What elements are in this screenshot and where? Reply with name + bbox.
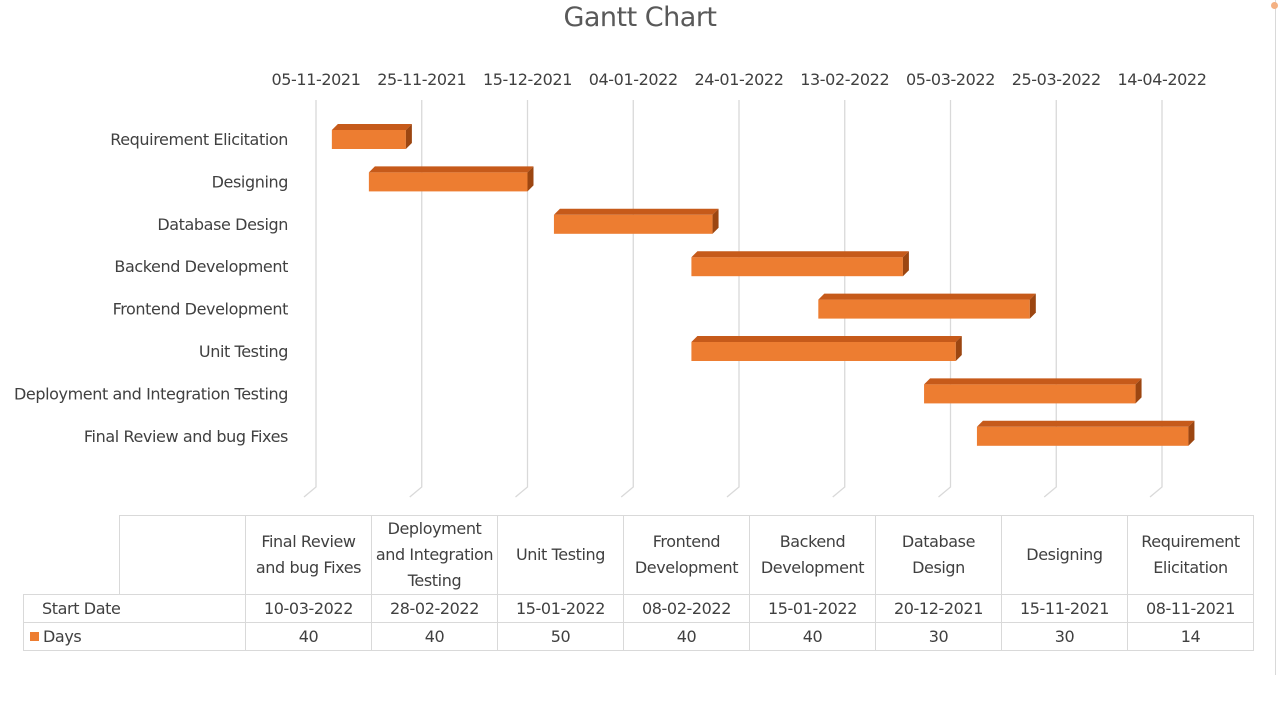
column-header: Frontend Development	[623, 515, 750, 595]
gridline	[726, 100, 740, 498]
task-bar	[924, 378, 1142, 404]
chart-border	[1275, 0, 1276, 675]
x-tick-label: 24-01-2022	[695, 70, 784, 89]
task-label: Database Design	[157, 215, 288, 234]
task-bar	[331, 124, 412, 149]
x-axis-tick-labels: 05-11-2021 25-11-2021 15-12-2021 04-01-2022…	[272, 70, 1207, 89]
task-bar-front	[976, 426, 1189, 446]
task-bar-top	[924, 378, 1142, 385]
x-tick-label: 15-12-2021	[483, 70, 572, 89]
data-table-corner-2	[119, 515, 246, 595]
task-label: Unit Testing	[199, 342, 288, 361]
data-table-corner	[23, 515, 120, 595]
x-tick-label: 04-01-2022	[589, 70, 678, 89]
x-tick-label: 14-04-2022	[1118, 70, 1207, 89]
task-bar-side	[1188, 420, 1195, 446]
table-cell: 15-01-2022	[749, 594, 876, 623]
gridline	[409, 100, 423, 498]
task-bar-top	[553, 208, 719, 215]
task-bar-front	[331, 130, 406, 149]
task-bar-front	[691, 342, 956, 361]
gantt-plot: 05-11-2021 25-11-2021 15-12-2021 04-01-2022…	[14, 70, 1207, 498]
column-header: Backend Development	[749, 515, 876, 595]
x-tick-label: 25-11-2021	[377, 70, 466, 89]
task-bar-top	[331, 124, 412, 130]
task-bar	[818, 293, 1036, 319]
task-label: Designing	[212, 172, 288, 191]
table-cell: 30	[1001, 622, 1128, 651]
x-tick-label: 05-03-2022	[906, 70, 995, 89]
data-table-header-row: Final Review and bug Fixes Deployment an…	[23, 515, 1254, 595]
task-bars	[331, 124, 1195, 446]
task-bar-side	[1029, 293, 1036, 319]
task-label: Backend Development	[114, 257, 288, 276]
data-table: Final Review and bug Fixes Deployment an…	[23, 515, 1254, 651]
column-header: Database Design	[875, 515, 1002, 595]
table-cell: 14	[1127, 622, 1254, 651]
column-header: Unit Testing	[497, 515, 624, 595]
table-cell: 40	[371, 622, 498, 651]
chart-title: Gantt Chart	[563, 2, 717, 33]
table-cell: 28-02-2022	[371, 594, 498, 623]
task-bar-top	[818, 293, 1036, 300]
task-label: Final Review and bug Fixes	[84, 427, 288, 446]
table-row-start-date: Start Date 10-03-2022 28-02-2022 15-01-2…	[23, 594, 1254, 623]
gridline	[1149, 100, 1163, 498]
column-header: Final Review and bug Fixes	[245, 515, 372, 595]
x-tick-label: 13-02-2022	[800, 70, 889, 89]
task-bar-top	[976, 420, 1195, 427]
column-header: Designing	[1001, 515, 1128, 595]
task-bar	[553, 208, 719, 234]
table-row-days: Days 40 40 50 40 40 30 30 14	[23, 622, 1254, 651]
gridline	[832, 100, 846, 498]
legend-key-days	[30, 632, 39, 641]
task-bar-front	[924, 384, 1136, 404]
column-header: Deployment and Integration Testing	[371, 515, 498, 595]
table-cell: 10-03-2022	[245, 594, 372, 623]
row-label-start-date: Start Date	[23, 594, 246, 623]
table-cell: 15-11-2021	[1001, 594, 1128, 623]
x-tick-label: 25-03-2022	[1012, 70, 1101, 89]
task-bar-side	[527, 166, 534, 192]
task-bar-top	[691, 336, 962, 342]
table-cell: 40	[749, 622, 876, 651]
table-cell: 08-02-2022	[623, 594, 750, 623]
selection-handle[interactable]	[1271, 2, 1278, 9]
task-bar-side	[712, 208, 719, 234]
task-bar-front	[553, 214, 713, 234]
gridline	[1043, 100, 1057, 498]
task-bar	[691, 336, 962, 361]
gridline	[515, 100, 529, 498]
table-cell: 30	[875, 622, 1002, 651]
task-bar-top	[691, 251, 909, 258]
table-cell: 08-11-2021	[1127, 594, 1254, 623]
gridline	[303, 100, 317, 498]
task-bar-side	[405, 124, 412, 149]
legend-label-days: Days	[43, 627, 82, 646]
table-cell: 15-01-2022	[497, 594, 624, 623]
task-bar-side	[1135, 378, 1142, 404]
gridline	[620, 100, 634, 498]
row-label-days: Days	[23, 622, 246, 651]
table-cell: 40	[623, 622, 750, 651]
task-bar-side	[902, 251, 909, 277]
task-label: Deployment and Integration Testing	[14, 384, 288, 403]
task-labels: Requirement Elicitation Designing Database…	[14, 130, 289, 446]
column-header: Requirement Elicitation	[1127, 515, 1254, 595]
task-bar-front	[818, 299, 1030, 319]
task-bar	[691, 251, 909, 277]
task-bar-top	[368, 166, 534, 173]
table-cell: 20-12-2021	[875, 594, 1002, 623]
task-bar-side	[955, 336, 962, 361]
task-bar	[976, 420, 1195, 446]
task-bar	[368, 166, 534, 192]
table-cell: 50	[497, 622, 624, 651]
gridline	[938, 100, 952, 498]
x-tick-label: 05-11-2021	[272, 70, 361, 89]
task-bar-front	[368, 172, 528, 192]
task-label: Requirement Elicitation	[110, 130, 288, 149]
table-cell: 40	[245, 622, 372, 651]
task-bar-front	[691, 257, 903, 277]
task-label: Frontend Development	[113, 300, 289, 319]
